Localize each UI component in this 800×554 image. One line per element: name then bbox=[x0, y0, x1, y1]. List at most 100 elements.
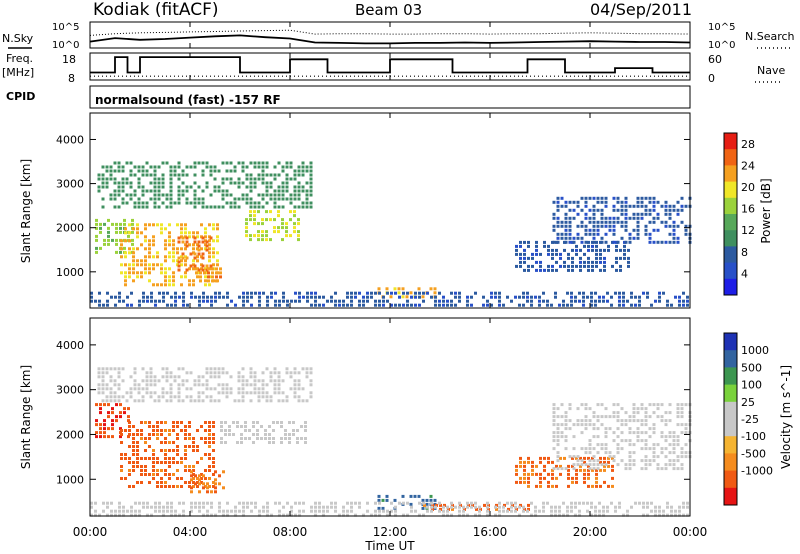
heatmap-cell-1 bbox=[196, 259, 199, 263]
heatmap-cell-8 bbox=[596, 463, 600, 467]
heatmap-cell-9 bbox=[422, 513, 425, 517]
heatmap-cell-8 bbox=[640, 467, 644, 471]
heatmap-cell-4 bbox=[189, 371, 193, 375]
heatmap-cell-1 bbox=[176, 477, 179, 480]
heatmap-cell-9 bbox=[266, 303, 269, 307]
velocity-colorbar-tick: -500 bbox=[741, 447, 766, 460]
heatmap-cell-2 bbox=[198, 478, 201, 482]
heatmap-cell-7 bbox=[515, 252, 518, 256]
heatmap-cell-2 bbox=[177, 256, 181, 260]
heatmap-cell-0 bbox=[115, 242, 118, 246]
heatmap-cell-5 bbox=[185, 165, 189, 169]
heatmap-cell-9 bbox=[190, 505, 193, 509]
heatmap-cell-9 bbox=[542, 505, 545, 509]
heatmap-cell-8 bbox=[572, 200, 576, 204]
heatmap-cell-5 bbox=[217, 189, 221, 193]
heatmap-cell-1 bbox=[140, 473, 143, 476]
heatmap-cell-0 bbox=[123, 407, 126, 411]
heatmap-cell-1 bbox=[160, 433, 163, 436]
heatmap-cell-1 bbox=[204, 485, 207, 488]
heatmap-cell-1 bbox=[132, 485, 135, 488]
heatmap-cell-8 bbox=[580, 419, 584, 423]
heatmap-cell-9 bbox=[154, 505, 157, 509]
heatmap-cell-9 bbox=[250, 303, 253, 307]
heatmap-cell-7 bbox=[583, 472, 586, 476]
heatmap-cell-9 bbox=[398, 303, 401, 307]
heatmap-cell-7 bbox=[555, 252, 558, 256]
heatmap-cell-8 bbox=[644, 443, 648, 447]
heatmap-cell-3 bbox=[284, 429, 287, 432]
heatmap-cell-8 bbox=[576, 232, 580, 236]
heatmap-cell-9 bbox=[106, 513, 109, 517]
heatmap-cell-0 bbox=[119, 222, 122, 226]
heatmap-cell-7 bbox=[595, 240, 598, 244]
heatmap-cell-8 bbox=[608, 415, 612, 419]
heatmap-cell-9 bbox=[102, 509, 105, 513]
mode-text: normalsound (fast) -157 RF bbox=[95, 93, 281, 107]
heatmap-cell-8 bbox=[604, 427, 608, 431]
heatmap-cell-1 bbox=[124, 227, 127, 231]
heatmap-cell-8 bbox=[588, 196, 592, 200]
heatmap-cell-8 bbox=[596, 443, 600, 447]
heatmap-cell-1 bbox=[200, 247, 203, 251]
heatmap-cell-8 bbox=[624, 439, 628, 443]
heatmap-cell-8 bbox=[568, 224, 572, 228]
heatmap-cell-9 bbox=[310, 295, 313, 299]
heatmap-cell-9 bbox=[350, 505, 353, 509]
heatmap-cell-5 bbox=[221, 193, 225, 197]
heatmap-cell-4 bbox=[253, 234, 256, 238]
heatmap-cell-4 bbox=[149, 367, 153, 371]
heatmap-cell-1 bbox=[172, 283, 175, 287]
heatmap-cell-5 bbox=[165, 205, 169, 209]
heatmap-cell-4 bbox=[213, 367, 217, 371]
heatmap-cell-9 bbox=[686, 299, 689, 303]
heatmap-cell-5 bbox=[293, 185, 297, 189]
heatmap-cell-5 bbox=[113, 193, 117, 197]
heatmap-cell-5 bbox=[161, 193, 165, 197]
heatmap-cell-7 bbox=[539, 260, 542, 264]
heatmap-cell-8 bbox=[672, 451, 676, 455]
heatmap-cell-1 bbox=[132, 263, 135, 267]
heatmap-cell-5 bbox=[249, 185, 253, 189]
heatmap-cell-5 bbox=[149, 189, 153, 193]
heatmap-cell-5 bbox=[137, 165, 141, 169]
heatmap-cell-7 bbox=[519, 464, 522, 468]
heatmap-cell-9 bbox=[378, 501, 381, 505]
xtick-label: 16:00 bbox=[473, 525, 508, 539]
heatmap-cell-4 bbox=[261, 222, 264, 226]
heatmap-cell-9 bbox=[454, 505, 457, 509]
heatmap-cell-2 bbox=[185, 240, 189, 244]
heatmap-cell-7 bbox=[547, 472, 550, 476]
heatmap-cell-3 bbox=[207, 271, 210, 275]
heatmap-cell-9 bbox=[266, 299, 269, 303]
heatmap-cell-5 bbox=[233, 205, 237, 209]
heatmap-cell-5 bbox=[101, 173, 105, 177]
heatmap-cell-4 bbox=[129, 387, 133, 391]
heatmap-cell-9 bbox=[122, 509, 125, 513]
heatmap-cell-1 bbox=[156, 255, 159, 259]
heatmap-cell-8 bbox=[672, 224, 676, 228]
heatmap-cell-6 bbox=[483, 503, 486, 507]
heatmap-cell-8 bbox=[672, 467, 676, 471]
heatmap-cell-7 bbox=[523, 268, 526, 272]
heatmap-cell-1 bbox=[192, 267, 195, 271]
heatmap-cell-1 bbox=[192, 465, 195, 468]
heatmap-cell-7 bbox=[587, 264, 590, 268]
heatmap-cell-4 bbox=[261, 387, 265, 391]
heatmap-cell-9 bbox=[594, 303, 597, 307]
beam-title: Beam 03 bbox=[355, 1, 422, 19]
heatmap-cell-4 bbox=[273, 387, 277, 391]
heatmap-cell-1 bbox=[168, 251, 171, 255]
heatmap-cell-5 bbox=[229, 193, 233, 197]
heatmap-cell-9 bbox=[182, 291, 185, 295]
heatmap-cell-1 bbox=[132, 461, 135, 464]
heatmap-cell-9 bbox=[630, 291, 633, 295]
heatmap-cell-9 bbox=[582, 291, 585, 295]
heatmap-cell-7 bbox=[583, 252, 586, 256]
heatmap-cell-7 bbox=[527, 240, 530, 244]
heatmap-cell-7 bbox=[599, 256, 602, 260]
heatmap-cell-1 bbox=[164, 441, 167, 444]
heatmap-cell-1 bbox=[196, 477, 199, 480]
heatmap-cell-8 bbox=[580, 240, 584, 244]
heatmap-cell-5 bbox=[269, 185, 273, 189]
